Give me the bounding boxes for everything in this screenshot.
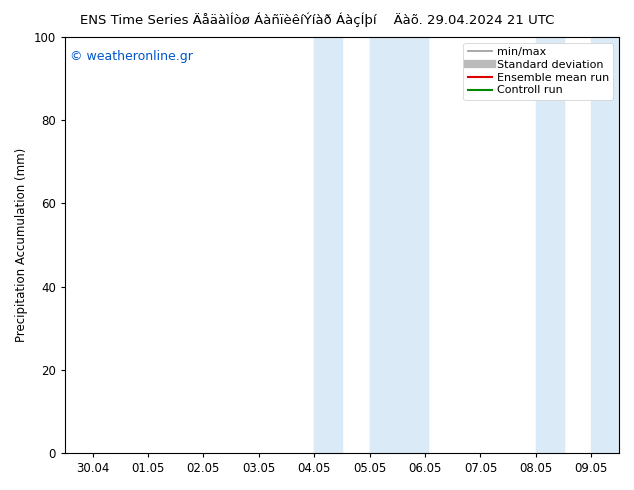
Legend: min/max, Standard deviation, Ensemble mean run, Controll run: min/max, Standard deviation, Ensemble me… — [463, 43, 614, 100]
Text: ENS Time Series ÄåäàìÍòø ÁàñïèêíÝíàð ÁàçÍþí    Äàõ. 29.04.2024 21 UTC: ENS Time Series ÄåäàìÍòø ÁàñïèêíÝíàð Áàç… — [80, 12, 554, 27]
Bar — [314, 37, 342, 453]
Bar — [592, 37, 619, 453]
Bar — [370, 37, 428, 453]
Bar — [536, 37, 564, 453]
Y-axis label: Precipitation Accumulation (mm): Precipitation Accumulation (mm) — [15, 148, 28, 342]
Text: © weatheronline.gr: © weatheronline.gr — [70, 49, 193, 63]
